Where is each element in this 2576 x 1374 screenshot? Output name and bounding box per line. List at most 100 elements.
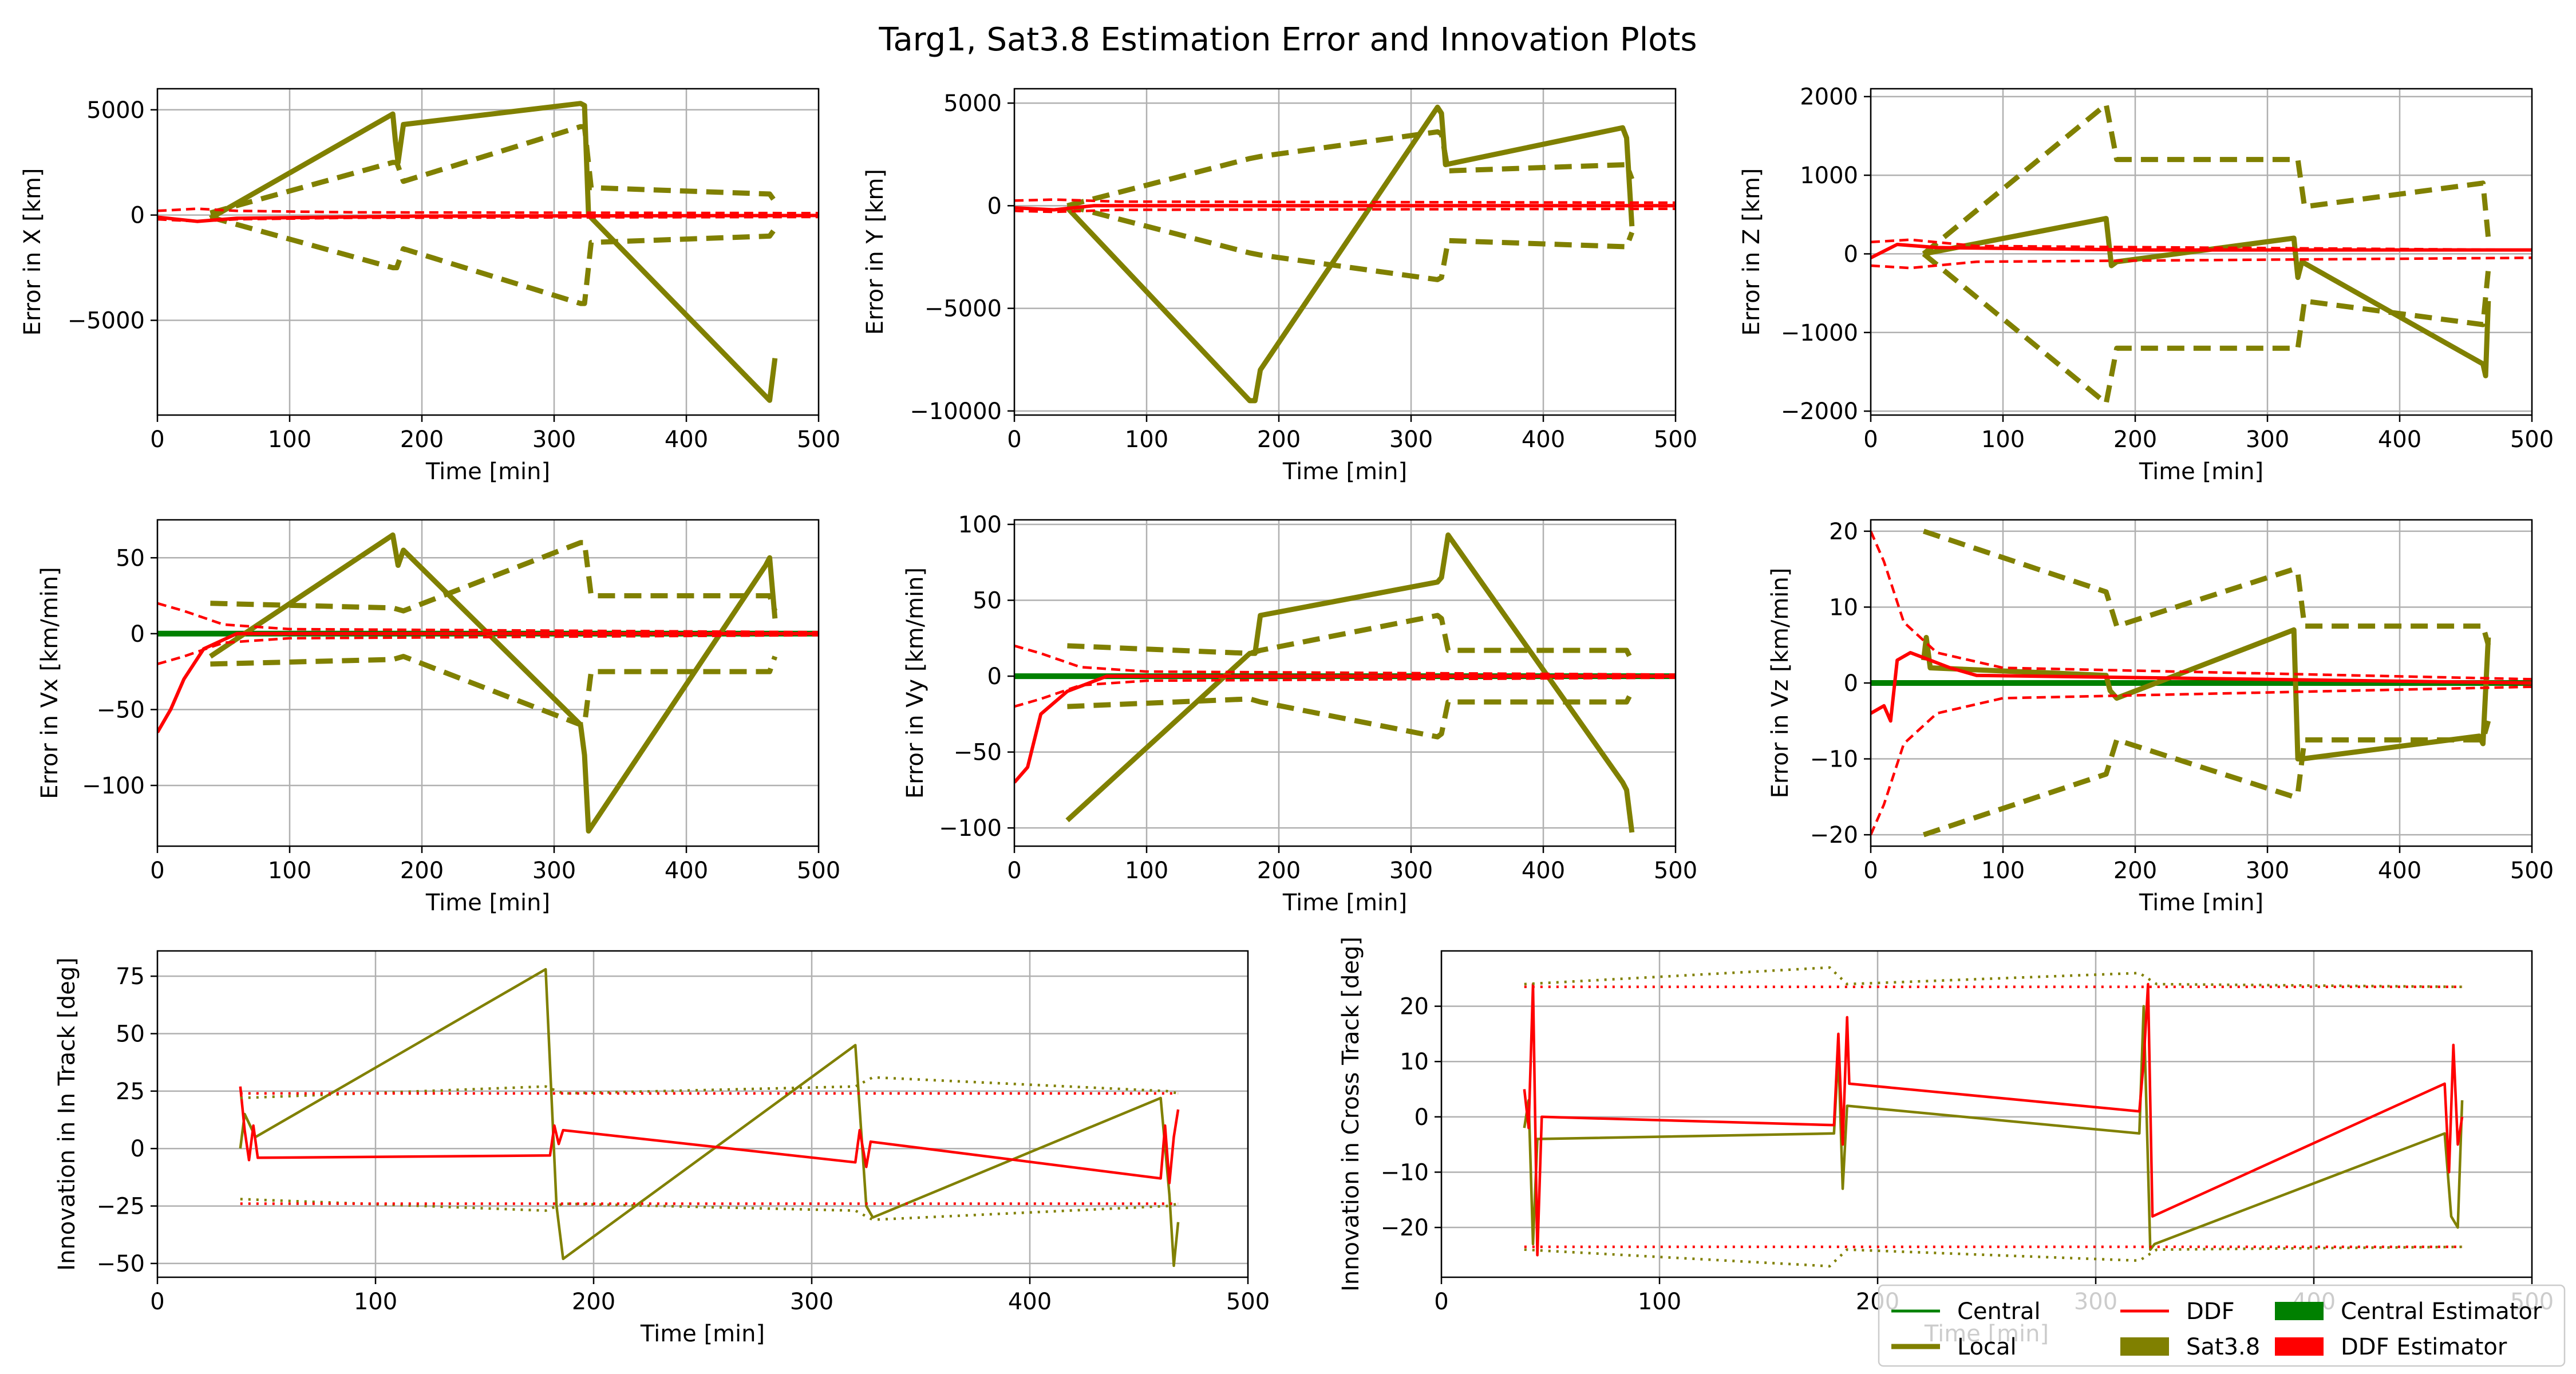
series-line-ddf-bound — [1014, 207, 1676, 214]
x-tick-label: 400 — [1522, 427, 1565, 453]
y-tick-label: −20 — [1381, 1215, 1429, 1241]
x-tick-label: 300 — [532, 427, 576, 453]
series-line-ddf — [1014, 204, 1676, 212]
y-axis-label: Error in Vy [km/min] — [902, 567, 929, 799]
y-axis-label: Error in Y [km] — [862, 169, 888, 335]
subplot-1: 0 100 200 300 400 500 −5000 0 5000 Time [min] Erro… — [19, 88, 840, 485]
x-tick-label: 400 — [665, 858, 708, 884]
x-tick-label: 300 — [532, 858, 576, 884]
series-line-local-bound-dot — [240, 1076, 1179, 1100]
y-tick-label: −2000 — [1781, 398, 1858, 425]
x-tick-label: 500 — [2510, 858, 2554, 884]
y-tick-label: 20 — [1400, 994, 1429, 1020]
subplot-5: 0 100 200 300 400 500 −100 −50 0 50 100 Time [min] E… — [902, 512, 1697, 916]
legend-label: DDF Estimator — [2341, 1334, 2507, 1360]
x-tick-label: 500 — [1654, 858, 1697, 884]
y-tick-label: −100 — [939, 815, 1002, 842]
y-tick-label: 10 — [1400, 1049, 1429, 1075]
x-axis-label: Time [min] — [2139, 890, 2263, 916]
x-axis-label: Time [min] — [1282, 459, 1407, 485]
x-tick-label: 300 — [2246, 858, 2289, 884]
x-tick-label: 0 — [150, 858, 164, 884]
series-line-local-bound-dot — [240, 1198, 1179, 1221]
subplot-2: 0 100 200 300 400 500 −10000 −5000 0 5000 Time [mi… — [862, 88, 1697, 485]
series-line-local — [1923, 216, 2491, 378]
x-tick-label: 500 — [1654, 427, 1697, 453]
y-tick-label: −10 — [1810, 747, 1858, 773]
x-tick-label: 300 — [2246, 427, 2289, 453]
legend-label: Local — [1957, 1334, 2017, 1360]
series-line-ddf-bound — [1871, 256, 2532, 270]
series-line-ddf-bound — [1871, 238, 2532, 251]
subplot-7: 0 100 200 300 400 500 −50 −25 0 25 50 75 Time [min] I… — [54, 950, 1270, 1347]
legend-box — [1878, 1284, 2566, 1367]
y-tick-label: −100 — [82, 773, 145, 799]
y-tick-label: 0 — [131, 621, 145, 647]
series-line-ddf-bound — [157, 215, 819, 223]
axes-frame — [1870, 88, 2533, 416]
series-line-local — [1065, 104, 1635, 404]
y-tick-label: 1000 — [1800, 163, 1858, 189]
y-tick-label: −50 — [97, 697, 145, 723]
x-tick-label: 500 — [797, 427, 840, 453]
series-group — [1014, 532, 1676, 833]
series-line-ddf-bound — [157, 207, 819, 215]
x-tick-label: 500 — [797, 858, 840, 884]
x-tick-label: 300 — [1389, 858, 1433, 884]
series-line-ddf-bound — [1014, 198, 1676, 204]
x-tick-label: 0 — [1863, 858, 1878, 884]
x-tick-label: 400 — [2378, 858, 2421, 884]
series-group — [157, 101, 819, 403]
axes-frame — [1440, 950, 2533, 1278]
x-tick-label: 100 — [268, 427, 311, 453]
y-tick-label: 75 — [116, 964, 145, 990]
x-axis-label: Time [min] — [425, 890, 550, 916]
x-tick-label: 400 — [665, 427, 708, 453]
y-axis-label: Error in X [km] — [19, 168, 46, 336]
series-line-local-bound — [1922, 528, 2491, 646]
x-axis-label: Time [min] — [640, 1321, 765, 1347]
series-line-local-bound — [210, 214, 777, 306]
x-tick-label: 400 — [2378, 427, 2421, 453]
x-tick-label: 200 — [1257, 427, 1301, 453]
legend-patch-swatch — [2275, 1337, 2324, 1356]
y-tick-label: −1000 — [1781, 320, 1858, 346]
x-tick-label: 200 — [1257, 858, 1301, 884]
series-line-ddf — [1871, 243, 2532, 259]
y-tick-label: 50 — [116, 545, 145, 571]
x-tick-label: 100 — [268, 858, 311, 884]
y-tick-label: −10 — [1381, 1159, 1429, 1186]
x-tick-label: 0 — [150, 1289, 164, 1315]
axes-frame — [156, 519, 820, 847]
y-tick-label: 0 — [987, 193, 1002, 219]
axes-frame — [156, 88, 820, 416]
series-line-local-bound — [1922, 720, 2491, 838]
series-line-ddf — [157, 631, 819, 733]
series-line-ddf-thin — [239, 1086, 1180, 1185]
legend-label: Central — [1957, 1298, 2041, 1325]
series-line-local-bound — [210, 654, 778, 728]
y-tick-label: 2000 — [1800, 84, 1858, 110]
y-tick-label: −5000 — [924, 296, 1002, 322]
y-tick-label: 0 — [1844, 670, 1858, 697]
x-tick-label: 300 — [1389, 427, 1433, 453]
series-line-local-bound — [1922, 102, 2491, 256]
series-line-ddf — [1871, 651, 2532, 723]
x-tick-label: 200 — [2113, 427, 2157, 453]
series-line-ddf — [1014, 674, 1676, 784]
series-group — [157, 532, 819, 834]
x-tick-label: 100 — [1125, 427, 1168, 453]
y-tick-label: −50 — [97, 1251, 145, 1277]
subplot-6: 0 100 200 300 400 500 −20 −10 0 10 20 Time [min] Err… — [1767, 519, 2554, 916]
y-tick-label: 0 — [131, 1136, 145, 1162]
series-line-ddf-thin — [1523, 982, 2464, 1257]
x-tick-label: 300 — [790, 1289, 833, 1315]
y-tick-label: −5000 — [68, 308, 145, 334]
y-tick-label: 50 — [973, 588, 1002, 614]
y-axis-label: Innovation in In Track [deg] — [54, 957, 80, 1271]
y-tick-label: 0 — [131, 203, 145, 229]
legend-label: Central Estimator — [2341, 1298, 2542, 1325]
x-tick-label: 100 — [1981, 427, 2025, 453]
series-line-local-bound — [210, 124, 777, 216]
y-tick-label: 0 — [987, 664, 1002, 690]
